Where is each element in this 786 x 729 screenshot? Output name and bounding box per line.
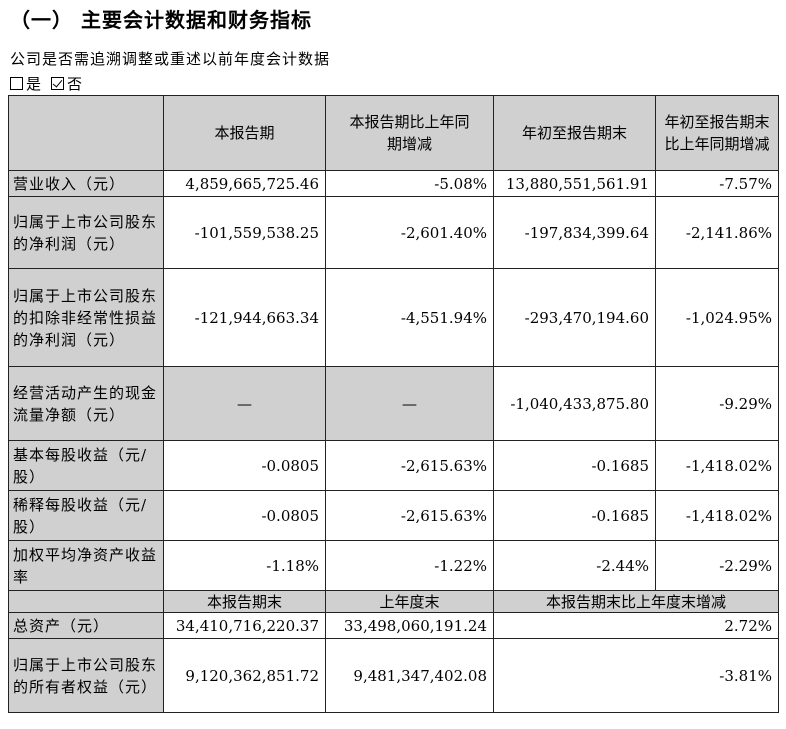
cell-value: -121,944,663.34 xyxy=(163,268,326,367)
header-current-period-yoy: 本报告期比上年同期增减 xyxy=(325,95,494,171)
checkbox-yes-label: 是 xyxy=(26,75,42,93)
subheader-prior-year-end: 上年度末 xyxy=(325,590,494,613)
table-row: 加权平均净资产收益率 -1.18% -1.22% -2.44% -2.29% xyxy=(8,540,779,591)
cell-value: -1,418.02% xyxy=(655,440,779,491)
header-ytd-yoy: 年初至报告期末比上年同期增减 xyxy=(655,95,779,171)
cell-value: -0.1685 xyxy=(493,490,656,541)
cell-value: -2,615.63% xyxy=(325,440,494,491)
subheader-change: 本报告期末比上年度末增减 xyxy=(493,590,779,613)
row-label: 经营活动产生的现金流量净额（元） xyxy=(8,366,164,441)
table-row: 总资产（元） 34,410,716,220.37 33,498,060,191.… xyxy=(8,612,779,639)
table-row: 归属于上市公司股东的净利润（元） -101,559,538.25 -2,601.… xyxy=(8,196,779,269)
cell-value: -7.57% xyxy=(655,170,779,197)
header-blank xyxy=(8,95,164,171)
row-label: 归属于上市公司股东的扣除非经常性损益的净利润（元） xyxy=(8,268,164,367)
cell-value: -3.81% xyxy=(493,638,779,713)
cell-value: — xyxy=(325,366,494,441)
cell-value: -5.08% xyxy=(325,170,494,197)
header-current-period: 本报告期 xyxy=(163,95,326,171)
cell-value: -2,141.86% xyxy=(655,196,779,269)
cell-value: -2,615.63% xyxy=(325,490,494,541)
table-row: 基本每股收益（元/股） -0.0805 -2,615.63% -0.1685 -… xyxy=(8,440,779,491)
row-label: 稀释每股收益（元/股） xyxy=(8,490,164,541)
cell-value: -9.29% xyxy=(655,366,779,441)
cell-value: -0.0805 xyxy=(163,440,326,491)
cell-value: — xyxy=(163,366,326,441)
cell-value: -2.29% xyxy=(655,540,779,591)
cell-value: -1,024.95% xyxy=(655,268,779,367)
row-label: 总资产（元） xyxy=(8,612,164,639)
checkbox-no-label: 否 xyxy=(67,75,83,93)
cell-value: 2.72% xyxy=(493,612,779,639)
cell-value: -4,551.94% xyxy=(325,268,494,367)
row-label: 加权平均净资产收益率 xyxy=(8,540,164,591)
cell-value: -0.0805 xyxy=(163,490,326,541)
table-row: 归属于上市公司股东的所有者权益（元） 9,120,362,851.72 9,48… xyxy=(8,638,779,713)
subheader-blank xyxy=(8,590,164,613)
cell-value: -2.44% xyxy=(493,540,656,591)
restatement-question: 公司是否需追溯调整或重述以前年度会计数据 xyxy=(10,50,331,68)
table-row: 营业收入（元） 4,859,665,725.46 -5.08% 13,880,5… xyxy=(8,170,779,197)
cell-value: -197,834,399.64 xyxy=(493,196,656,269)
cell-value: -1,418.02% xyxy=(655,490,779,541)
cell-value: 33,498,060,191.24 xyxy=(325,612,494,639)
cell-value: -101,559,538.25 xyxy=(163,196,326,269)
cell-value: 34,410,716,220.37 xyxy=(163,612,326,639)
checkbox-no[interactable] xyxy=(51,77,65,90)
table-header-row: 本报告期 本报告期比上年同期增减 年初至报告期末 年初至报告期末比上年同期增减 xyxy=(8,95,779,171)
table-row: 稀释每股收益（元/股） -0.0805 -2,615.63% -0.1685 -… xyxy=(8,490,779,541)
cell-value: -293,470,194.60 xyxy=(493,268,656,367)
financial-indicators-table: 本报告期 本报告期比上年同期增减 年初至报告期末 年初至报告期末比上年同期增减 … xyxy=(8,95,779,713)
table-row: 经营活动产生的现金流量净额（元） — — -1,040,433,875.80 -… xyxy=(8,366,779,441)
subheader-period-end: 本报告期末 xyxy=(163,590,326,613)
checkbox-yes[interactable] xyxy=(10,77,23,90)
table-subheader-row: 本报告期末 上年度末 本报告期末比上年度末增减 xyxy=(8,590,779,613)
header-ytd: 年初至报告期末 xyxy=(493,95,656,171)
row-label: 归属于上市公司股东的所有者权益（元） xyxy=(8,638,164,713)
cell-value: -2,601.40% xyxy=(325,196,494,269)
cell-value: 9,481,347,402.08 xyxy=(325,638,494,713)
restatement-options: 是 否 xyxy=(10,73,90,94)
cell-value: 9,120,362,851.72 xyxy=(163,638,326,713)
section-title: （一） 主要会计数据和财务指标 xyxy=(10,8,312,32)
cell-value: -1,040,433,875.80 xyxy=(493,366,656,441)
cell-value: 4,859,665,725.46 xyxy=(163,170,326,197)
cell-value: -0.1685 xyxy=(493,440,656,491)
row-label: 归属于上市公司股东的净利润（元） xyxy=(8,196,164,269)
cell-value: -1.18% xyxy=(163,540,326,591)
row-label: 基本每股收益（元/股） xyxy=(8,440,164,491)
table-row: 归属于上市公司股东的扣除非经常性损益的净利润（元） -121,944,663.3… xyxy=(8,268,779,367)
row-label: 营业收入（元） xyxy=(8,170,164,197)
cell-value: -1.22% xyxy=(325,540,494,591)
cell-value: 13,880,551,561.91 xyxy=(493,170,656,197)
